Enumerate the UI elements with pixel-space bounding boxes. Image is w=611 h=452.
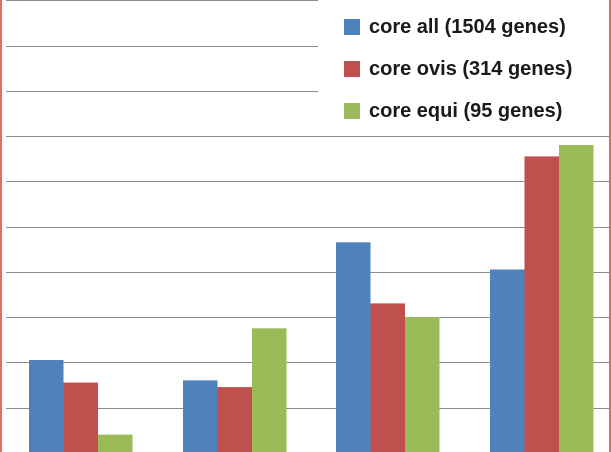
bar-series-2-group-4 (524, 156, 559, 452)
bar-series-2-group-2 (217, 387, 252, 452)
legend-item-core-ovis: core ovis (314 genes) (344, 48, 604, 90)
bar-series-3-group-3 (405, 317, 440, 452)
bars (29, 145, 594, 452)
legend-swatch-core-ovis (344, 61, 360, 77)
legend-item-core-equi: core equi (95 genes) (344, 90, 604, 132)
legend-item-core-all: core all (1504 genes) (344, 6, 604, 48)
bar-series-3-group-2 (252, 328, 287, 452)
bar-series-3-group-1 (98, 434, 133, 452)
bar-series-1-group-1 (29, 360, 64, 452)
legend-swatch-core-equi (344, 103, 360, 119)
bar-series-2-group-3 (370, 303, 405, 452)
bar-series-2-group-1 (63, 382, 98, 452)
legend-label-core-all: core all (1504 genes) (369, 15, 566, 38)
bar-series-1-group-2 (183, 380, 218, 452)
legend-label-core-equi: core equi (95 genes) (369, 99, 563, 122)
bar-series-1-group-3 (336, 242, 371, 452)
gridlines (6, 0, 609, 409)
legend-label-core-ovis: core ovis (314 genes) (369, 57, 573, 80)
legend-swatch-core-all (344, 19, 360, 35)
legend: core all (1504 genes) core ovis (314 gen… (344, 6, 604, 132)
bar-series-3-group-4 (559, 145, 594, 452)
bar-series-1-group-4 (490, 269, 525, 452)
